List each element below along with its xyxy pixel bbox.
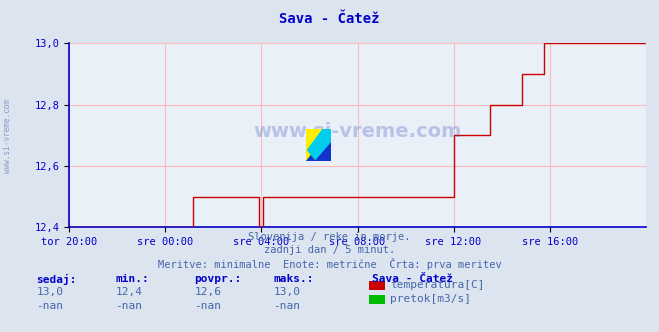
Text: 13,0: 13,0 [36,287,63,297]
Text: Sava - Čatež: Sava - Čatež [372,274,453,284]
Text: www.si-vreme.com: www.si-vreme.com [253,122,462,141]
Text: zadnji dan / 5 minut.: zadnji dan / 5 minut. [264,245,395,255]
Text: Slovenija / reke in morje.: Slovenija / reke in morje. [248,232,411,242]
Text: -nan: -nan [36,301,63,311]
Text: -nan: -nan [273,301,301,311]
Text: 12,4: 12,4 [115,287,142,297]
Text: min.:: min.: [115,274,149,284]
Text: 12,6: 12,6 [194,287,221,297]
Polygon shape [306,129,331,161]
Text: sedaj:: sedaj: [36,274,76,285]
Text: povpr.:: povpr.: [194,274,242,284]
Text: maks.:: maks.: [273,274,314,284]
Text: 13,0: 13,0 [273,287,301,297]
Polygon shape [306,129,331,161]
Polygon shape [308,129,331,159]
Text: Sava - Čatež: Sava - Čatež [279,12,380,26]
Text: pretok[m3/s]: pretok[m3/s] [390,294,471,304]
Text: -nan: -nan [194,301,221,311]
Text: temperatura[C]: temperatura[C] [390,280,484,290]
Text: Meritve: minimalne  Enote: metrične  Črta: prva meritev: Meritve: minimalne Enote: metrične Črta:… [158,258,501,270]
Text: www.si-vreme.com: www.si-vreme.com [3,99,13,173]
Text: -nan: -nan [115,301,142,311]
